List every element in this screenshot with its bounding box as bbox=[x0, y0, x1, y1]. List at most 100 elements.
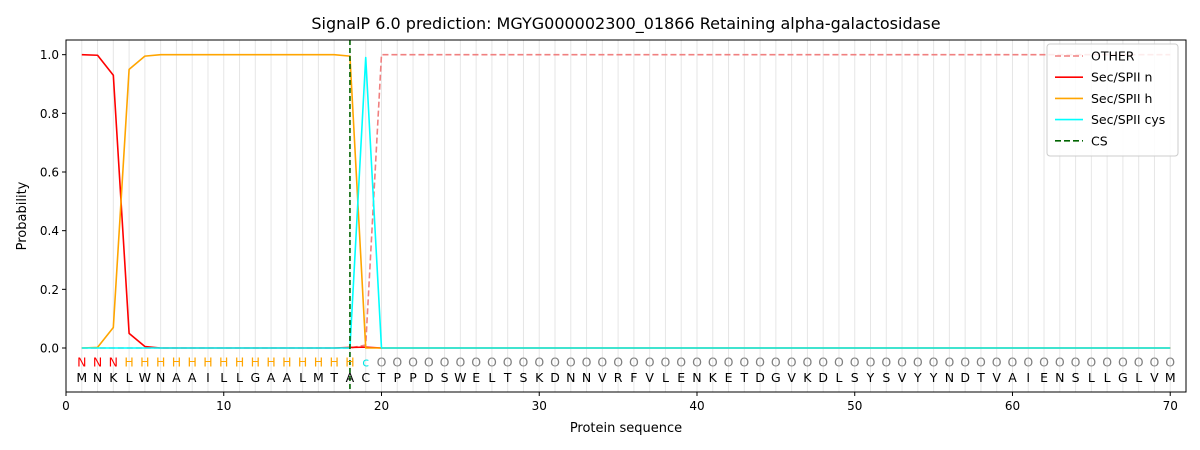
residue-56: N bbox=[945, 370, 954, 385]
legend-box bbox=[1046, 43, 1179, 157]
region-label-55: O bbox=[929, 355, 939, 370]
legend-label-sec-spii-n: Sec/SPII n bbox=[1091, 70, 1152, 85]
residue-37: V bbox=[645, 370, 654, 385]
residue-54: Y bbox=[913, 370, 922, 385]
region-label-40: O bbox=[692, 355, 702, 370]
residue-5: W bbox=[139, 370, 151, 385]
region-label-36: O bbox=[629, 355, 639, 370]
region-label-47: O bbox=[802, 355, 812, 370]
axes-layer: 0 10 20 30 40 50 60 70 0.0 0.2 0.4 0.6 0.8 1.0 bbox=[40, 48, 1178, 413]
legend-label-sec-spii-cys: Sec/SPII cys bbox=[1091, 112, 1165, 127]
region-label-24: O bbox=[440, 355, 450, 370]
region-label-63: O bbox=[1055, 355, 1065, 370]
residue-39: E bbox=[677, 370, 685, 385]
sequence-layer: NMNNNKHLHWHNHAHAHIHLHLHGHAHAHLHMHTHAcCOT… bbox=[76, 355, 1175, 385]
y-tick-label-0: 0.0 bbox=[40, 342, 59, 356]
region-label-68: O bbox=[1134, 355, 1144, 370]
residue-67: G bbox=[1118, 370, 1128, 385]
x-tick-label-50: 50 bbox=[847, 399, 862, 413]
region-label-26: O bbox=[471, 355, 481, 370]
y-tick-label-2: 0.4 bbox=[40, 224, 59, 238]
region-label-25: O bbox=[455, 355, 465, 370]
region-label-17: H bbox=[329, 355, 338, 370]
plot-frame bbox=[65, 39, 1187, 393]
residue-11: L bbox=[236, 370, 243, 385]
y-axis-label: Probability bbox=[15, 181, 30, 250]
region-label-43: O bbox=[739, 355, 749, 370]
residue-19: C bbox=[361, 370, 370, 385]
region-label-22: O bbox=[408, 355, 418, 370]
residue-55: Y bbox=[929, 370, 938, 385]
residue-35: R bbox=[614, 370, 623, 385]
residue-17: T bbox=[329, 370, 338, 385]
residue-50: S bbox=[851, 370, 859, 385]
residue-24: S bbox=[441, 370, 449, 385]
residue-1: M bbox=[76, 370, 87, 385]
residue-12: G bbox=[250, 370, 260, 385]
x-tick-label-0: 0 bbox=[62, 399, 70, 413]
region-label-56: O bbox=[944, 355, 954, 370]
region-label-10: H bbox=[219, 355, 228, 370]
region-label-45: O bbox=[771, 355, 781, 370]
region-label-5: H bbox=[140, 355, 149, 370]
region-label-42: O bbox=[724, 355, 734, 370]
residue-22: P bbox=[409, 370, 417, 385]
region-label-54: O bbox=[913, 355, 923, 370]
region-label-46: O bbox=[787, 355, 797, 370]
region-label-62: O bbox=[1039, 355, 1049, 370]
series-line-sec-spii-cys bbox=[81, 56, 1171, 349]
region-label-6: H bbox=[156, 355, 165, 370]
residue-30: K bbox=[535, 370, 544, 385]
region-label-30: O bbox=[534, 355, 544, 370]
residue-64: S bbox=[1072, 370, 1080, 385]
residue-16: M bbox=[313, 370, 324, 385]
residue-3: K bbox=[109, 370, 118, 385]
region-label-16: H bbox=[314, 355, 323, 370]
region-label-38: O bbox=[661, 355, 671, 370]
x-tick-label-20: 20 bbox=[374, 399, 389, 413]
region-label-18: H bbox=[345, 355, 354, 370]
y-tick-label-4: 0.8 bbox=[40, 107, 59, 121]
region-label-7: H bbox=[172, 355, 181, 370]
residue-14: A bbox=[283, 370, 292, 385]
residue-47: K bbox=[803, 370, 812, 385]
residue-40: N bbox=[692, 370, 701, 385]
region-label-32: O bbox=[566, 355, 576, 370]
residue-29: S bbox=[519, 370, 527, 385]
region-label-19: c bbox=[362, 355, 369, 370]
residue-23: D bbox=[424, 370, 434, 385]
residue-42: E bbox=[725, 370, 733, 385]
region-label-33: O bbox=[582, 355, 592, 370]
region-label-21: O bbox=[392, 355, 402, 370]
region-label-58: O bbox=[976, 355, 986, 370]
y-tick-label-1: 0.2 bbox=[40, 283, 59, 297]
region-label-50: O bbox=[850, 355, 860, 370]
legend-label-cs: CS bbox=[1091, 133, 1108, 148]
residue-21: P bbox=[393, 370, 401, 385]
region-label-15: H bbox=[298, 355, 307, 370]
residue-46: V bbox=[787, 370, 796, 385]
residue-7: A bbox=[172, 370, 181, 385]
y-tick-label-5: 1.0 bbox=[40, 48, 59, 62]
x-axis-label: Protein sequence bbox=[570, 421, 682, 436]
residue-63: N bbox=[1055, 370, 1064, 385]
residue-34: V bbox=[598, 370, 607, 385]
residue-57: D bbox=[960, 370, 970, 385]
residue-68: L bbox=[1135, 370, 1142, 385]
residue-51: Y bbox=[866, 370, 875, 385]
x-tick-label-10: 10 bbox=[216, 399, 231, 413]
residue-28: T bbox=[503, 370, 512, 385]
residue-20: T bbox=[377, 370, 386, 385]
region-label-20: O bbox=[377, 355, 387, 370]
residue-44: D bbox=[755, 370, 765, 385]
residue-31: D bbox=[550, 370, 560, 385]
residue-59: V bbox=[992, 370, 1001, 385]
x-tick-label-60: 60 bbox=[1005, 399, 1020, 413]
region-label-65: O bbox=[1086, 355, 1096, 370]
region-label-64: O bbox=[1071, 355, 1081, 370]
region-label-27: O bbox=[487, 355, 497, 370]
region-label-48: O bbox=[818, 355, 828, 370]
residue-8: A bbox=[188, 370, 197, 385]
residue-6: N bbox=[156, 370, 165, 385]
